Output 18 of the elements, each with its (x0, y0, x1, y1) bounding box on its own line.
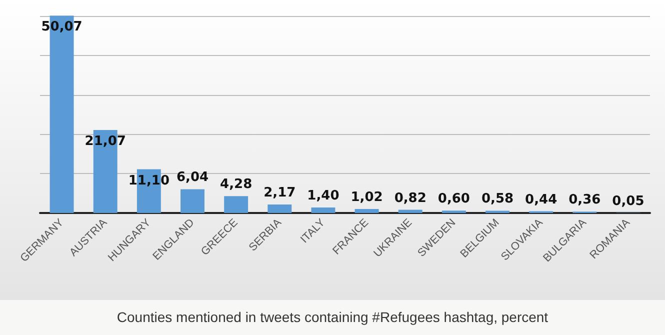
data-label: 0,82 (394, 190, 426, 206)
data-label: 0,60 (438, 192, 470, 207)
data-label: 0,44 (525, 192, 558, 208)
data-label: 4,28 (220, 177, 252, 192)
bar (354, 208, 379, 213)
data-label: 0,36 (568, 192, 601, 208)
data-label: 1,40 (307, 188, 340, 204)
bar (268, 204, 292, 213)
bar (311, 207, 336, 213)
bar (224, 196, 248, 213)
data-label: 0,05 (612, 194, 644, 209)
text: Counties mentioned in tweets containing #Refugees hashtag, percent (0, 300, 665, 335)
data-label: 6,04 (176, 170, 209, 186)
data-label: 0,58 (481, 192, 514, 207)
data-label: 1,02 (350, 190, 383, 205)
bar (180, 189, 204, 213)
bar (398, 210, 422, 213)
data-label: 2,17 (264, 185, 296, 200)
